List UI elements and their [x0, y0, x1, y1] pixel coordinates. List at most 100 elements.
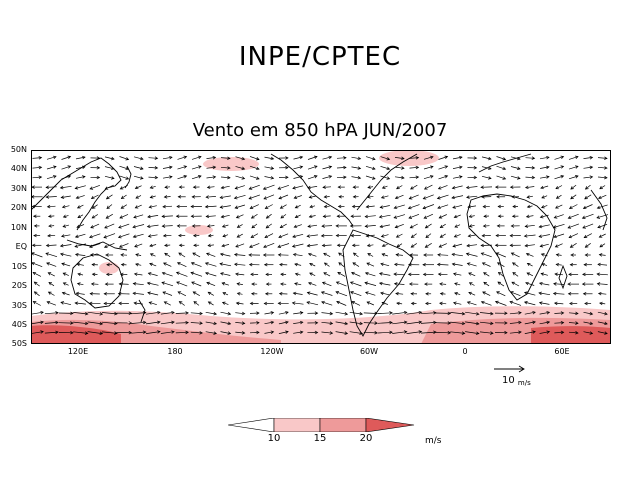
wind-vector-head — [125, 176, 130, 180]
wind-vector — [322, 244, 332, 246]
wind-vector — [467, 205, 477, 208]
page-title: INPE/CPTEC — [238, 42, 402, 72]
wind-vector — [104, 166, 115, 170]
wind-vector — [234, 263, 246, 266]
wind-vector — [323, 215, 331, 217]
wind-vector-head — [270, 311, 275, 315]
wind-vector — [105, 184, 114, 190]
wind-vector-head — [524, 224, 529, 228]
wind-vector-head — [67, 175, 72, 179]
wind-vector-head — [436, 262, 441, 267]
wind-vector — [90, 223, 100, 229]
wind-vector — [365, 272, 376, 277]
wind-vector — [382, 243, 388, 247]
wind-vector-head — [147, 214, 151, 219]
lat-label-eq: EQ — [15, 242, 27, 251]
wind-vector-head — [199, 321, 203, 325]
wind-vector-head — [568, 234, 573, 239]
wind-vector — [73, 321, 88, 325]
wind-vector-head — [48, 224, 52, 228]
wind-vector-head — [128, 330, 133, 335]
wind-vector — [583, 176, 593, 179]
wind-vector — [440, 233, 446, 238]
wind-vector-head — [185, 311, 189, 315]
wind-vector — [149, 263, 157, 267]
wind-vector — [73, 331, 88, 334]
wind-vector — [363, 322, 378, 324]
wind-vector-head — [277, 301, 282, 306]
wind-vector-head — [329, 321, 334, 326]
wind-vector-head — [106, 262, 110, 267]
wind-vector-head — [142, 330, 147, 334]
wind-vector — [394, 166, 405, 169]
wind-vector — [583, 331, 593, 334]
wind-vector-head — [119, 215, 124, 219]
wind-vector-head — [604, 321, 608, 326]
colorbar-unit: m/s — [425, 436, 442, 446]
coast-indonesia — [66, 239, 128, 251]
wind-vector-head — [241, 321, 246, 325]
wind-vector-head — [526, 262, 531, 266]
wind-vector-head — [206, 252, 210, 256]
wind-vector-head — [378, 272, 383, 276]
wind-vector-head — [552, 291, 557, 296]
wind-vector-head — [191, 195, 195, 199]
wind-vector-head — [582, 291, 587, 296]
wind-vector — [452, 253, 463, 257]
wind-vector-head — [483, 214, 487, 218]
colorbar-label-10: 10 — [267, 433, 281, 444]
wind-vector-head — [531, 175, 536, 180]
wind-vector-head — [31, 204, 36, 209]
coast-africa — [466, 193, 556, 301]
wind-vector — [193, 291, 200, 297]
wind-vector — [420, 322, 437, 324]
wind-vector-head — [394, 224, 399, 229]
wind-vector — [454, 214, 461, 218]
wind-vector-head — [114, 321, 118, 326]
wind-vector-head — [135, 195, 139, 199]
wind-vector — [539, 166, 550, 169]
wind-vector — [396, 233, 403, 238]
wind-vector — [295, 204, 301, 209]
wind-vector-head — [263, 301, 268, 306]
wind-vector — [349, 321, 363, 325]
lon-label-60e: 60E — [554, 347, 570, 356]
wind-vector-head — [408, 196, 413, 200]
wind-vector — [32, 272, 42, 277]
wind-vector — [87, 321, 103, 325]
wind-vector-head — [313, 165, 318, 169]
wind-vector-head — [475, 312, 480, 316]
wind-vector — [597, 321, 608, 325]
wind-vector-head — [497, 204, 501, 209]
wind-vector-head — [444, 175, 449, 179]
wind-vector — [539, 321, 550, 325]
wind-vector-head — [555, 186, 560, 190]
wind-vector — [349, 311, 363, 315]
wind-vector — [134, 243, 143, 248]
wind-vector-head — [452, 205, 456, 209]
wind-vector-head — [365, 204, 370, 209]
wind-vector — [439, 243, 447, 248]
wind-vector-head — [560, 330, 565, 335]
wind-vector-head — [403, 330, 408, 334]
wind-vector — [162, 205, 173, 208]
wind-vector-head — [45, 252, 49, 256]
wind-vector-head — [589, 331, 594, 335]
wind-vector — [585, 184, 591, 190]
wind-vector-head — [351, 301, 355, 305]
wind-vector-head — [294, 214, 299, 218]
wind-vector — [438, 185, 448, 190]
wind-vector — [234, 204, 246, 209]
wind-vector — [338, 262, 345, 267]
wind-vector-head — [251, 224, 256, 229]
wind-vector-head — [46, 262, 50, 266]
wind-vector-head — [294, 272, 299, 277]
wind-vector-head — [308, 281, 312, 286]
wind-vector-head — [453, 272, 457, 276]
wind-vector — [365, 156, 376, 160]
wind-vector-head — [473, 165, 478, 170]
wind-vector-head — [74, 186, 79, 190]
wind-vector-head — [149, 185, 154, 189]
wind-vector-head — [199, 311, 203, 316]
wind-vector-head — [335, 224, 339, 228]
